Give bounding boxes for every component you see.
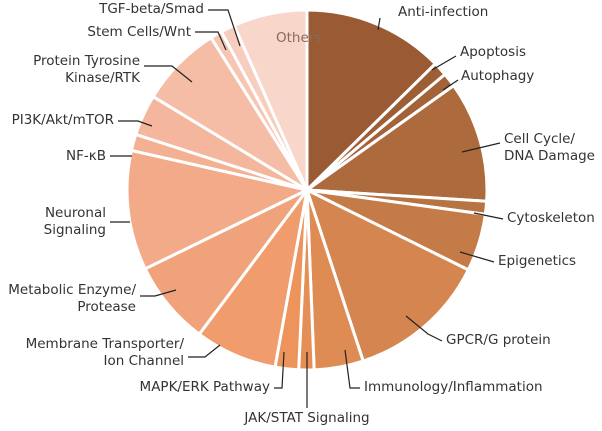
slice-label-line: Membrane Transporter/ bbox=[26, 336, 185, 352]
leader-line bbox=[377, 17, 381, 31]
leader-line bbox=[188, 344, 221, 358]
slice-label: Neuronal Signaling bbox=[44, 205, 106, 238]
slice-label: NF-κB bbox=[66, 148, 106, 164]
slice-label: Membrane Transporter/Ion Channel bbox=[26, 336, 185, 369]
leader-line bbox=[140, 289, 177, 297]
slice-label-line: Protease bbox=[77, 299, 136, 315]
leader-lines bbox=[110, 9, 504, 408]
slice-label: TGF-beta/Smad bbox=[98, 1, 204, 17]
slice-label: PI3K/Akt/mTOR bbox=[12, 112, 114, 128]
slice-label-line: Signaling bbox=[44, 222, 106, 238]
slice-label-line: Apoptosis bbox=[460, 44, 526, 60]
slice-label: GPCR/G protein bbox=[446, 332, 551, 348]
slice-label: Anti-infection bbox=[398, 4, 488, 20]
slice-label: MAPK/ERK Pathway bbox=[140, 379, 270, 395]
slice-label-line: Immunology/Inflammation bbox=[364, 379, 543, 395]
slice-label: JAK/STAT Signaling bbox=[243, 410, 369, 426]
leader-line bbox=[274, 351, 285, 389]
slice-label-line: DNA Damage bbox=[504, 148, 595, 164]
pie-slice bbox=[232, 8, 309, 191]
slice-label: Others bbox=[276, 30, 321, 46]
pie-slice bbox=[305, 8, 438, 194]
slice-label: Cell Cycle/DNA Damage bbox=[504, 131, 595, 164]
slice-label-line: Kinase/RTK bbox=[65, 70, 141, 86]
slice-label: Apoptosis bbox=[460, 44, 526, 60]
leader-line bbox=[195, 31, 227, 51]
slice-label-line: MAPK/ERK Pathway bbox=[140, 379, 270, 395]
slice-label-line: Stem Cells/Wnt bbox=[87, 24, 191, 40]
pie-slices bbox=[125, 8, 489, 372]
slice-label-line: NF-κB bbox=[66, 148, 106, 164]
slice-labels: Anti-infection Apoptosis Autophagy Cell Cyc… bbox=[8, 1, 595, 426]
leader-line bbox=[344, 349, 360, 389]
slice-label: Protein Tyrosine Kinase/RTK bbox=[33, 53, 141, 86]
leader-line bbox=[459, 251, 495, 263]
slice-label: Metabolic Enzyme/Protease bbox=[8, 282, 136, 315]
slice-label: Stem Cells/Wnt bbox=[87, 24, 191, 40]
slice-label-line: Others bbox=[276, 30, 321, 46]
pie-slice bbox=[304, 187, 471, 363]
leader-line bbox=[473, 212, 504, 220]
leader-line bbox=[144, 65, 193, 83]
leader-line bbox=[431, 55, 457, 71]
slice-label: Cytoskeleton bbox=[507, 210, 595, 226]
slice-label: Epigenetics bbox=[498, 253, 576, 269]
leader-line bbox=[118, 120, 153, 127]
slice-label-line: JAK/STAT Signaling bbox=[243, 410, 369, 426]
slice-label-line: PI3K/Akt/mTOR bbox=[12, 112, 114, 128]
slice-label-line: Neuronal bbox=[45, 205, 106, 221]
slice-label-line: Metabolic Enzyme/ bbox=[8, 282, 136, 298]
leader-line bbox=[461, 142, 501, 153]
slice-label-line: Cell Cycle/ bbox=[504, 131, 575, 147]
pie-slice bbox=[302, 83, 489, 203]
slice-label-line: GPCR/G protein bbox=[446, 332, 551, 348]
slice-label-line: Protein Tyrosine bbox=[33, 53, 140, 69]
leader-line bbox=[208, 9, 241, 47]
slice-label-line: Cytoskeleton bbox=[507, 210, 595, 226]
leader-line bbox=[442, 79, 459, 91]
leader-line bbox=[405, 315, 443, 342]
slice-label-line: Epigenetics bbox=[498, 253, 576, 269]
slice-label-line: TGF-beta/Smad bbox=[98, 1, 204, 17]
slice-label-line: Ion Channel bbox=[103, 353, 184, 369]
slice-label: Autophagy bbox=[461, 68, 534, 84]
slice-label-line: Anti-infection bbox=[398, 4, 488, 20]
slice-label-line: Autophagy bbox=[461, 68, 534, 84]
slice-label: Immunology/Inflammation bbox=[364, 379, 543, 395]
